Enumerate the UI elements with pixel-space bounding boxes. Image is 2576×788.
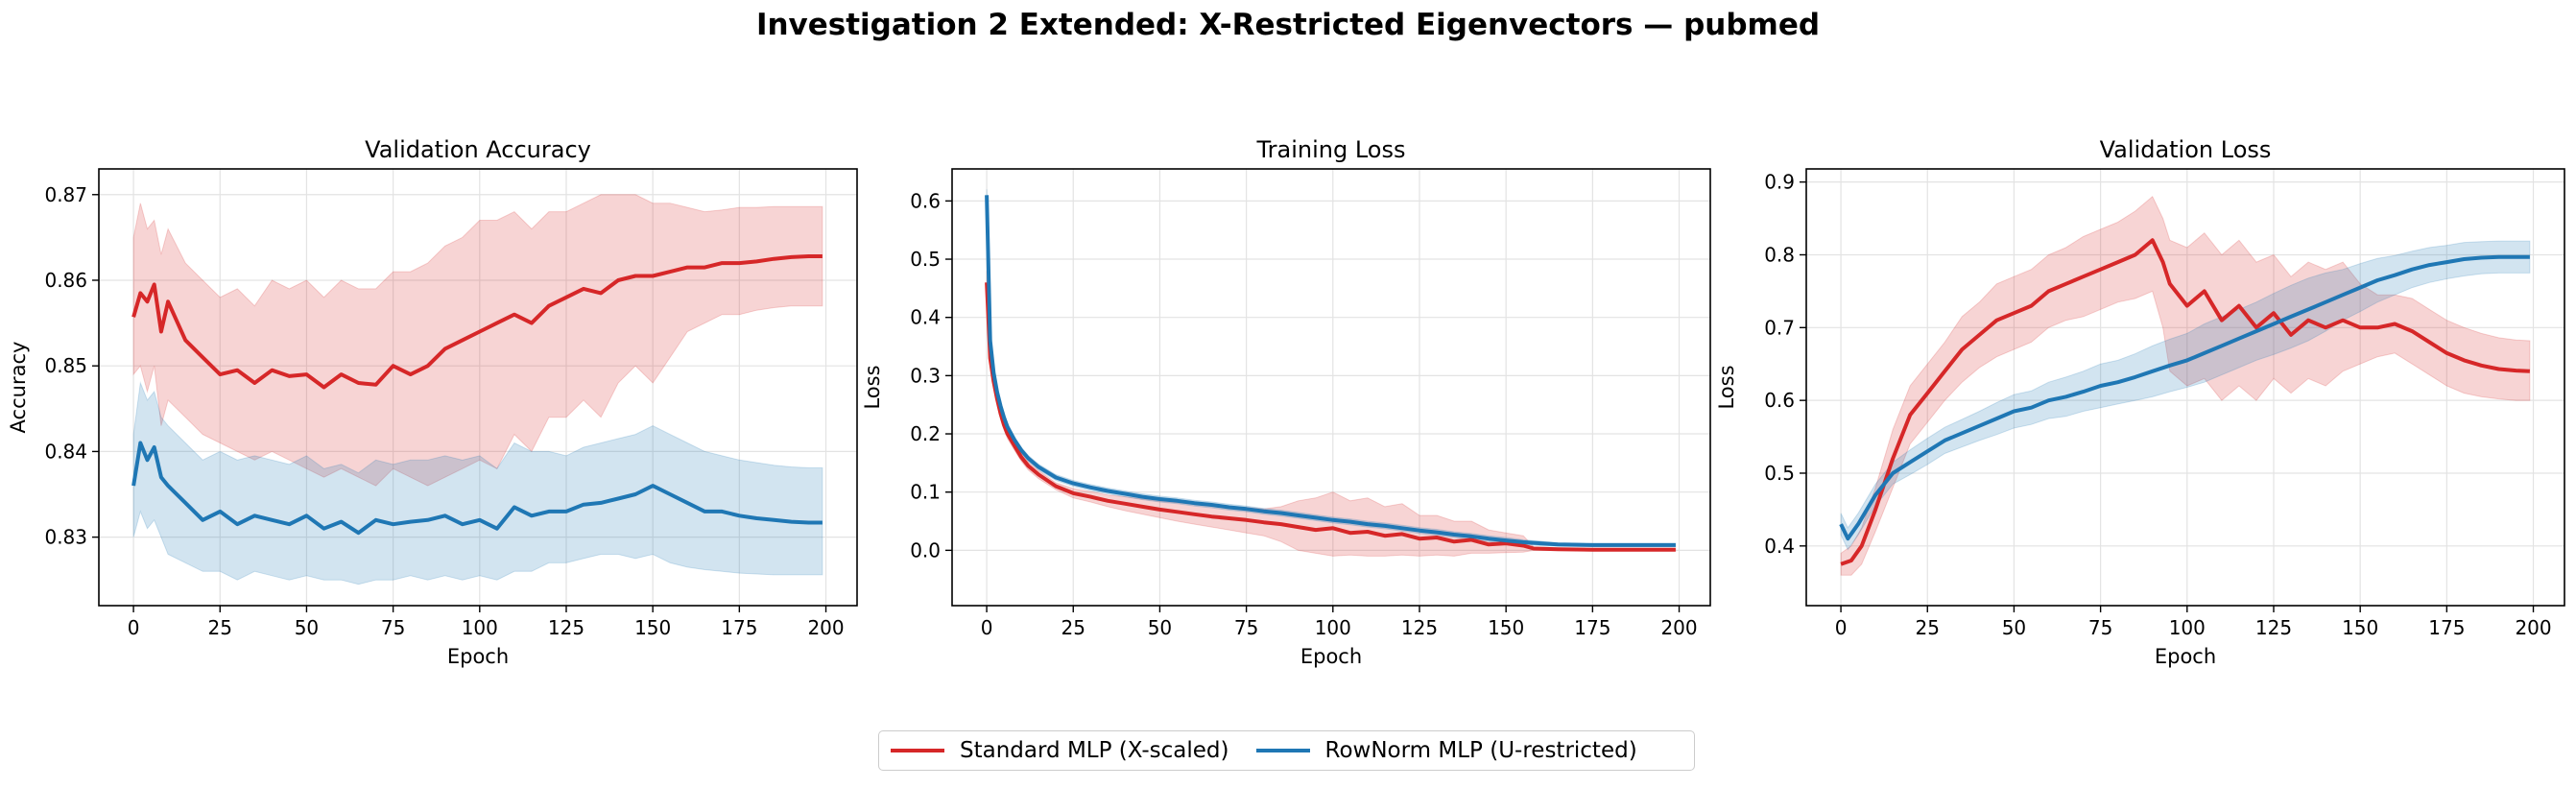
x-tick-label: 0 — [1835, 616, 1848, 639]
legend-label-standard-mlp: Standard MLP (X-scaled) — [960, 738, 1229, 763]
y-tick-label: 0.9 — [1764, 171, 1795, 194]
band-standard-mlp-x-scaled — [132, 194, 823, 487]
band-rownorm-mlp-u-restricted — [1840, 240, 2531, 551]
line-standard-mlp-x-scaled — [1840, 238, 2530, 566]
training-loss-chart: Training Loss 0 25 50 75 100 125 150 175 200 0.0 0.… — [861, 136, 1711, 668]
x-tick-label: 175 — [1574, 616, 1610, 639]
x-tick-label: 125 — [1401, 616, 1438, 639]
axes-frame — [951, 168, 1711, 607]
x-tick-label: 200 — [1660, 616, 1697, 639]
x-tick-label: 150 — [634, 616, 671, 639]
x-tick-label: 200 — [2515, 616, 2551, 639]
line-rownorm-mlp-u-restricted — [1839, 254, 2530, 541]
y-tick-label: 0.5 — [1764, 462, 1795, 485]
chart-title: Validation Accuracy — [365, 136, 591, 163]
x-tick-label: 75 — [1234, 616, 1258, 639]
figure-title: Investigation 2 Extended: X-Restricted E… — [755, 8, 1821, 42]
y-tick-label: 0.84 — [44, 440, 87, 463]
y-tick-label: 0.3 — [910, 364, 941, 387]
legend-item-rownorm-mlp: RowNorm MLP (U-restricted) — [1255, 738, 1637, 763]
x-tick-label: 175 — [721, 616, 757, 639]
y-tick-label: 0.8 — [1764, 243, 1795, 266]
x-tick-label: 50 — [295, 616, 319, 639]
x-tick-label: 150 — [2342, 616, 2378, 639]
line-standard-mlp-x-scaled — [985, 282, 1676, 552]
x-tick-label: 125 — [2255, 616, 2292, 639]
y-axis-label: Loss — [861, 365, 884, 409]
x-axis-label: Epoch — [1300, 645, 1362, 668]
x-tick-label: 50 — [1148, 616, 1172, 639]
axes-frame — [98, 168, 858, 607]
chart-title: Training Loss — [1256, 136, 1406, 163]
x-tick-label: 25 — [1061, 616, 1085, 639]
x-tick-label: 25 — [1916, 616, 1940, 639]
y-tick-label: 0.83 — [44, 526, 87, 549]
x-tick-label: 100 — [2169, 616, 2206, 639]
y-tick-label: 0.86 — [44, 269, 87, 292]
line-rownorm-mlp-u-restricted — [131, 441, 823, 536]
x-tick-label: 75 — [2088, 616, 2112, 639]
x-tick-label: 125 — [548, 616, 584, 639]
x-tick-label: 175 — [2428, 616, 2465, 639]
y-axis-label: Accuracy — [7, 342, 30, 434]
x-tick-label: 200 — [807, 616, 844, 639]
y-tick-label: 0.2 — [910, 422, 941, 445]
y-tick-label: 0.0 — [910, 538, 941, 561]
x-tick-label: 0 — [128, 616, 140, 639]
legend: Standard MLP (X-scaled) RowNorm MLP (U-r… — [878, 730, 1695, 771]
x-tick-label: 25 — [208, 616, 232, 639]
chart-title: Validation Loss — [2100, 136, 2272, 163]
x-tick-label: 100 — [462, 616, 498, 639]
y-tick-label: 0.85 — [44, 354, 87, 377]
line-rownorm-mlp-u-restricted — [985, 195, 1676, 547]
y-tick-label: 0.87 — [44, 183, 87, 206]
axes-frame — [1805, 168, 2565, 607]
x-tick-label: 75 — [381, 616, 405, 639]
legend-swatch-rownorm-mlp — [1255, 749, 1310, 752]
y-tick-label: 0.7 — [1764, 316, 1795, 339]
y-axis-label: Loss — [1715, 365, 1738, 409]
y-tick-label: 0.4 — [910, 306, 941, 329]
band-rownorm-mlp-u-restricted — [132, 381, 823, 585]
legend-label-rownorm-mlp: RowNorm MLP (U-restricted) — [1324, 738, 1637, 763]
y-tick-label: 0.4 — [1764, 535, 1795, 558]
legend-item-standard-mlp: Standard MLP (X-scaled) — [891, 738, 1229, 763]
validation-loss-chart: Validation Loss 0 25 50 75 100 125 150 175 200 0.4… — [1715, 136, 2565, 668]
x-tick-label: 150 — [1488, 616, 1524, 639]
line-standard-mlp-x-scaled — [131, 254, 823, 390]
validation-accuracy-chart: Validation Accuracy 0 25 50 75 100 125 150 175 20… — [7, 136, 858, 668]
y-tick-label: 0.1 — [910, 481, 941, 504]
band-standard-mlp-x-scaled — [1840, 196, 2531, 576]
y-tick-label: 0.6 — [1764, 389, 1795, 412]
legend-swatch-standard-mlp — [891, 749, 944, 752]
x-tick-label: 100 — [1315, 616, 1351, 639]
y-tick-label: 0.6 — [910, 189, 941, 212]
x-tick-label: 50 — [2002, 616, 2026, 639]
band-standard-mlp-x-scaled — [986, 271, 1677, 557]
y-tick-label: 0.5 — [910, 248, 941, 271]
x-axis-label: Epoch — [2155, 645, 2216, 668]
x-tick-label: 0 — [981, 616, 993, 639]
x-axis-label: Epoch — [447, 645, 509, 668]
